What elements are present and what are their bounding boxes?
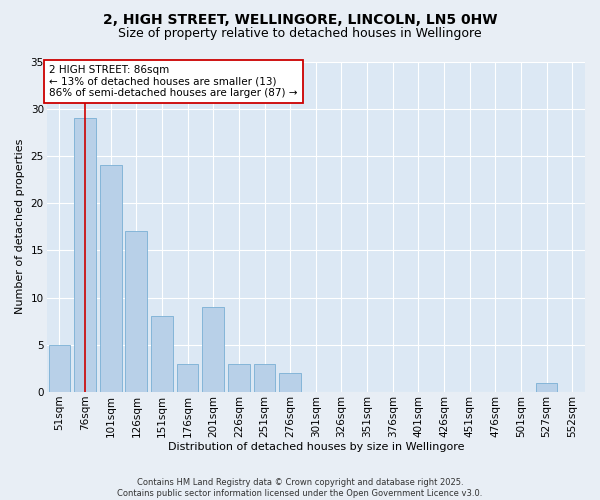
X-axis label: Distribution of detached houses by size in Wellingore: Distribution of detached houses by size … bbox=[167, 442, 464, 452]
Bar bbox=[74, 118, 96, 392]
Bar bbox=[151, 316, 173, 392]
Text: Contains HM Land Registry data © Crown copyright and database right 2025.
Contai: Contains HM Land Registry data © Crown c… bbox=[118, 478, 482, 498]
Bar bbox=[202, 307, 224, 392]
Bar bbox=[228, 364, 250, 392]
Bar bbox=[49, 345, 70, 392]
Bar bbox=[254, 364, 275, 392]
Text: 2 HIGH STREET: 86sqm
← 13% of detached houses are smaller (13)
86% of semi-detac: 2 HIGH STREET: 86sqm ← 13% of detached h… bbox=[49, 65, 298, 98]
Bar bbox=[279, 373, 301, 392]
Text: Size of property relative to detached houses in Wellingore: Size of property relative to detached ho… bbox=[118, 28, 482, 40]
Bar bbox=[536, 382, 557, 392]
Bar bbox=[100, 166, 122, 392]
Text: 2, HIGH STREET, WELLINGORE, LINCOLN, LN5 0HW: 2, HIGH STREET, WELLINGORE, LINCOLN, LN5… bbox=[103, 12, 497, 26]
Bar bbox=[125, 232, 147, 392]
Bar bbox=[177, 364, 199, 392]
Y-axis label: Number of detached properties: Number of detached properties bbox=[15, 139, 25, 314]
